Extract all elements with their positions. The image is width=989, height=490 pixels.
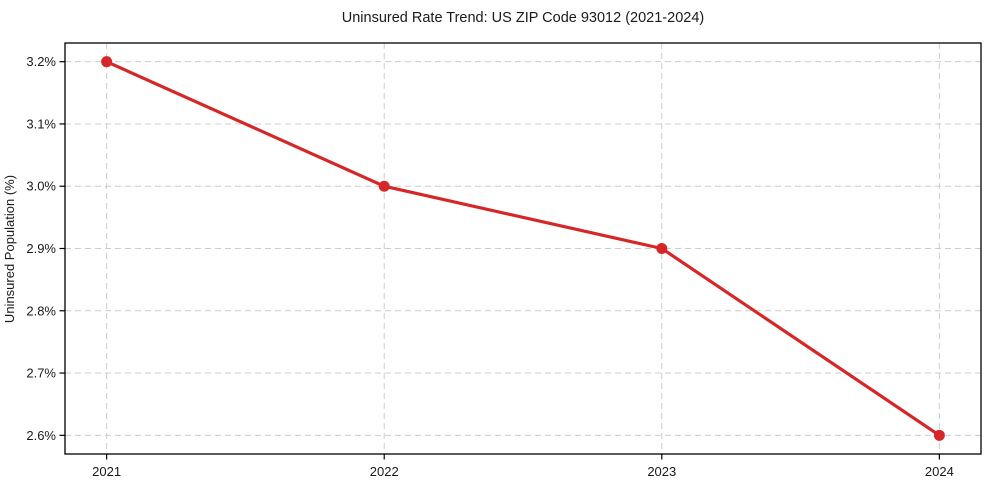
y-tick-label: 2.7% — [26, 366, 56, 381]
y-tick-label: 3.1% — [26, 116, 56, 131]
y-tick-label: 2.6% — [26, 428, 56, 443]
data-point-2024 — [933, 429, 945, 441]
x-tick-label: 2021 — [92, 464, 121, 479]
data-point-2023 — [656, 243, 668, 254]
x-tick-label: 2024 — [925, 464, 954, 479]
plot-area: 2021 2022 2023 2024 2.6% 2.7% 2.8% 2.9% 3.0% 3.1%… — [26, 42, 982, 479]
y-tick-label: 3.2% — [26, 54, 56, 69]
trend-line — [105, 60, 941, 437]
y-axis-title: Uninsured Population (%) — [2, 175, 17, 323]
x-tick-label: 2022 — [370, 464, 399, 479]
y-tick-label: 2.8% — [26, 303, 56, 318]
x-tick-label: 2023 — [647, 464, 676, 479]
data-point-2022 — [378, 180, 390, 192]
data-point-2021 — [101, 56, 113, 68]
y-tick-label: 2.9% — [26, 241, 56, 256]
y-tick-label: 3.0% — [26, 179, 56, 194]
chart-title: Uninsured Rate Trend: US ZIP Code 93012 … — [342, 10, 704, 26]
